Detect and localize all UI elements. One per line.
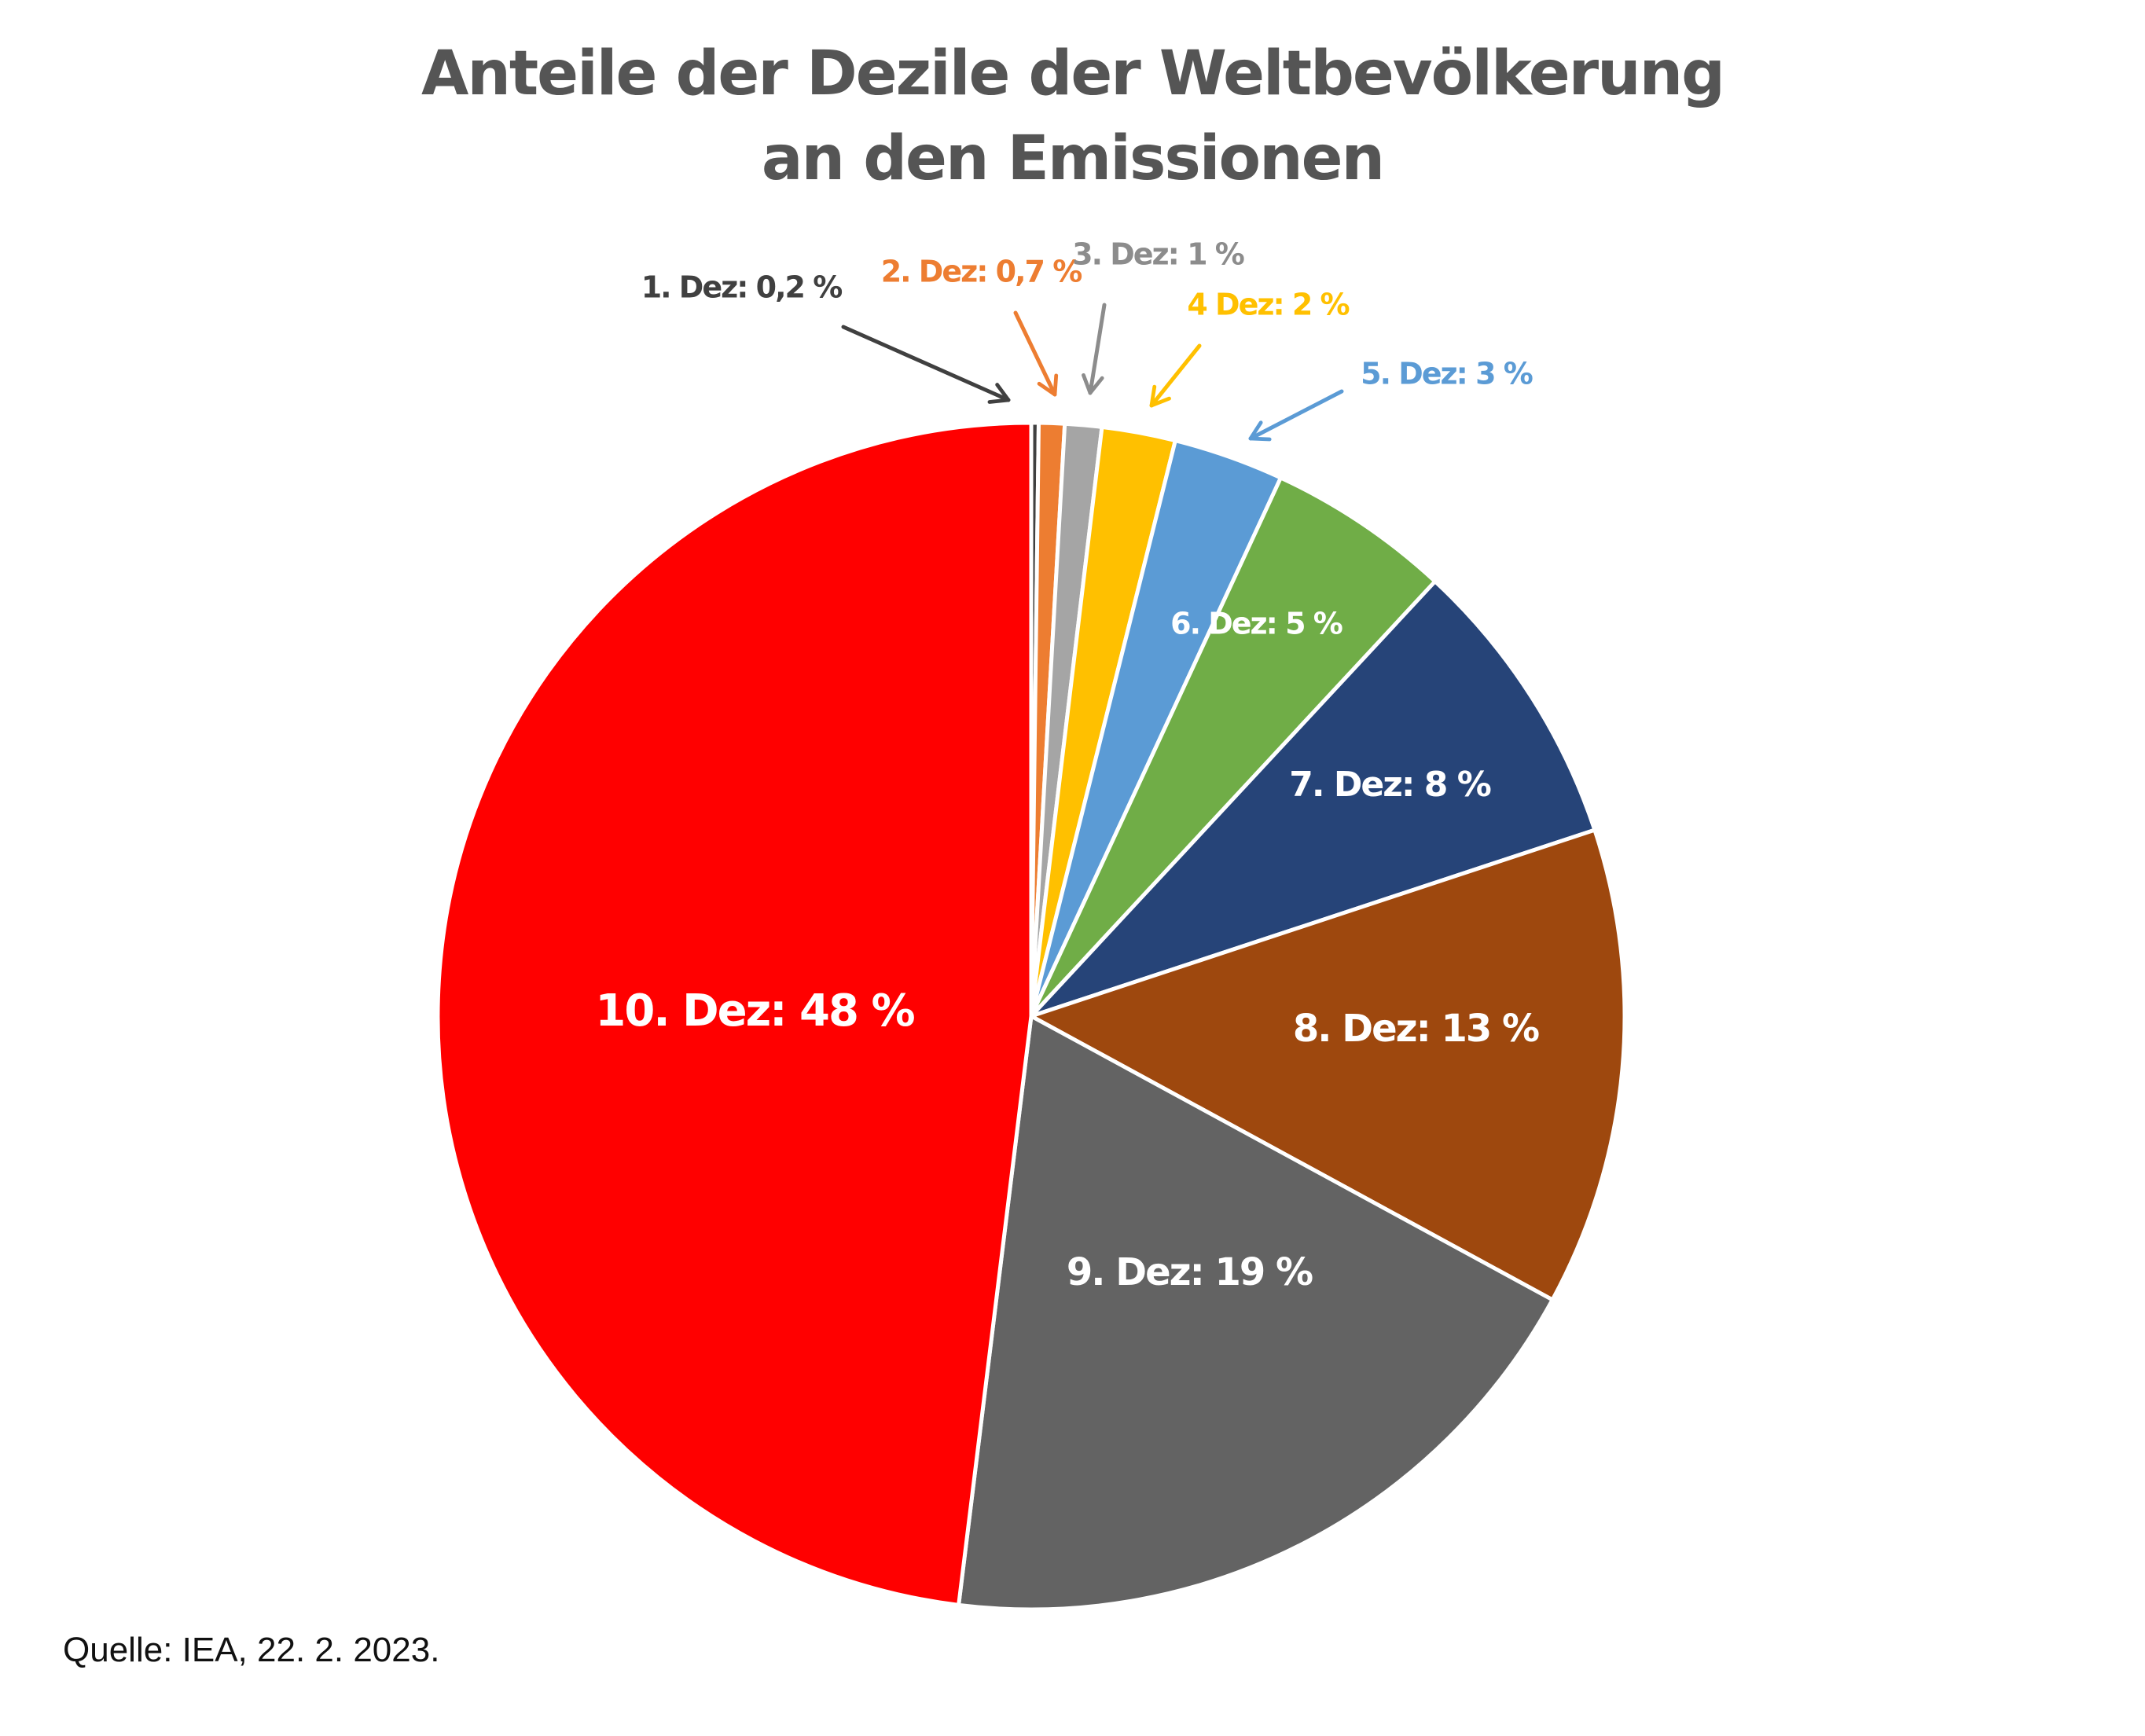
slice-label-7: 7. Dez: 8 % (1289, 765, 1490, 805)
label-arrow-1 (841, 325, 1011, 404)
slice-label-10: 10. Dez: 48 % (595, 985, 914, 1037)
pie-slice-6 (1029, 475, 1438, 1018)
slice-label-6: 6. Dez: 5 % (1170, 607, 1342, 641)
chart-title-line-1: Anteile der Dezile der Weltbevölkerung (421, 39, 1725, 109)
label-arrow-4 (1149, 343, 1202, 408)
pie-slice-7 (1029, 579, 1597, 1018)
slice-label-1: 1. Dez: 0,2 % (641, 270, 843, 305)
label-arrow-5 (1248, 389, 1344, 442)
slice-label-3: 3. Dez: 1 % (1072, 237, 1244, 272)
slice-label-2: 2. Dez: 0,7 % (881, 255, 1082, 289)
slice-label-9: 9. Dez: 19 % (1067, 1250, 1313, 1294)
label-arrow-3 (1082, 303, 1107, 395)
chart-title-line-2: an den Emissionen (761, 123, 1385, 194)
chart-title: Anteile der Dezile der Weltbevölkerung a… (0, 31, 2145, 201)
pie-slice-9 (957, 1014, 1555, 1612)
label-arrow-2 (1013, 310, 1059, 397)
pie-slice-10 (435, 420, 1034, 1607)
source-note: Quelle: IEA, 22. 2. 2023. (63, 1631, 440, 1669)
pie-slice-8 (1029, 828, 1627, 1302)
slice-label-5: 5. Dez: 3 % (1361, 357, 1533, 391)
slice-label-8: 8. Dez: 13 % (1293, 1007, 1539, 1051)
slice-label-4: 4 Dez: 2 % (1187, 288, 1349, 322)
